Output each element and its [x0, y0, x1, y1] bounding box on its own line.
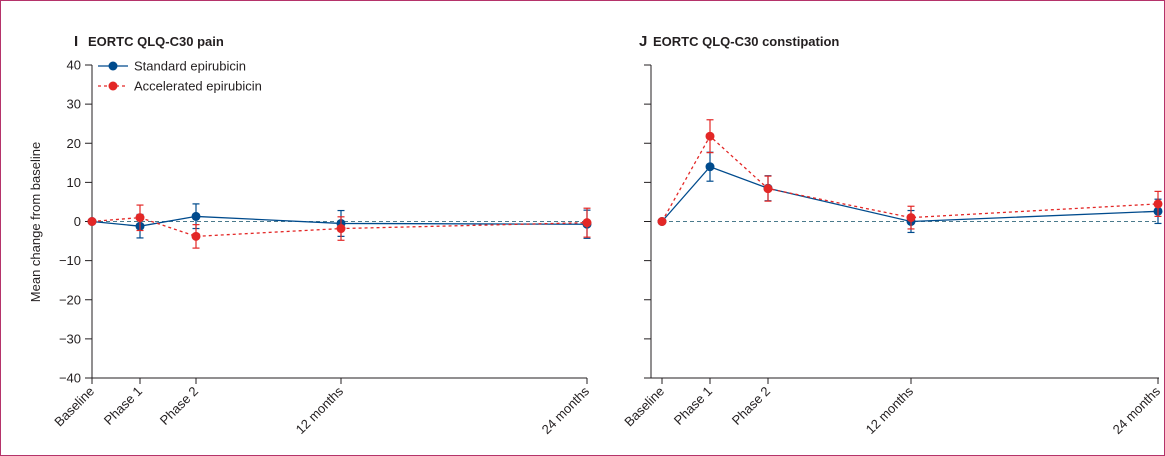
y-tick-label: −20 — [59, 292, 81, 307]
y-tick-label: 20 — [67, 136, 81, 151]
panel-letter: J — [639, 33, 647, 50]
legend-label-standard: Standard epirubicin — [134, 59, 246, 74]
x-tick-label: Phase 2 — [157, 384, 201, 428]
data-point-accelerated — [135, 213, 145, 223]
data-point-accelerated — [906, 213, 916, 223]
x-tick-label: 12 months — [863, 383, 917, 437]
y-tick-label: 0 — [74, 214, 81, 229]
panel-title: EORTC QLQ-C30 constipation — [653, 34, 839, 49]
panel-letter: I — [74, 33, 78, 50]
data-point-accelerated — [87, 217, 97, 226]
legend-marker-standard — [108, 61, 118, 71]
y-tick-label: 30 — [67, 97, 81, 112]
y-tick-label: −10 — [59, 253, 81, 268]
y-tick-label: −30 — [59, 331, 81, 346]
series-line-accelerated — [91, 216, 588, 238]
x-tick-label: Baseline — [621, 384, 667, 430]
y-tick-label: −40 — [59, 371, 81, 386]
legend-marker-accelerated — [108, 81, 118, 91]
y-tick-label: 40 — [67, 58, 81, 73]
panel-title: EORTC QLQ-C30 pain — [88, 34, 224, 49]
x-tick-label: 24 months — [1110, 383, 1164, 437]
x-tick-label: 12 months — [293, 383, 347, 437]
legend-label-accelerated: Accelerated epirubicin — [134, 79, 262, 94]
x-tick-label: Baseline — [51, 384, 97, 430]
data-point-accelerated — [763, 184, 773, 194]
x-tick-label: Phase 1 — [671, 384, 715, 428]
data-point-accelerated — [1153, 199, 1163, 209]
data-point-standard — [705, 162, 715, 172]
data-point-accelerated — [582, 218, 592, 228]
panel-i: I EORTC QLQ-C30 pain −40 −30 −20 −10 0 10 20 30 40… — [51, 33, 592, 437]
data-point-accelerated — [705, 131, 715, 141]
data-point-accelerated — [191, 231, 201, 241]
y-tick-label: 10 — [67, 175, 81, 190]
y-axis-title: Mean change from baseline — [28, 142, 43, 302]
data-point-standard — [191, 211, 201, 221]
data-point-accelerated — [657, 217, 667, 226]
x-tick-label: Phase 2 — [729, 384, 773, 428]
series-line-accelerated — [661, 135, 1159, 222]
x-tick-label: 24 months — [539, 383, 593, 437]
x-tick-label: Phase 1 — [101, 384, 145, 428]
data-point-accelerated — [336, 224, 346, 234]
